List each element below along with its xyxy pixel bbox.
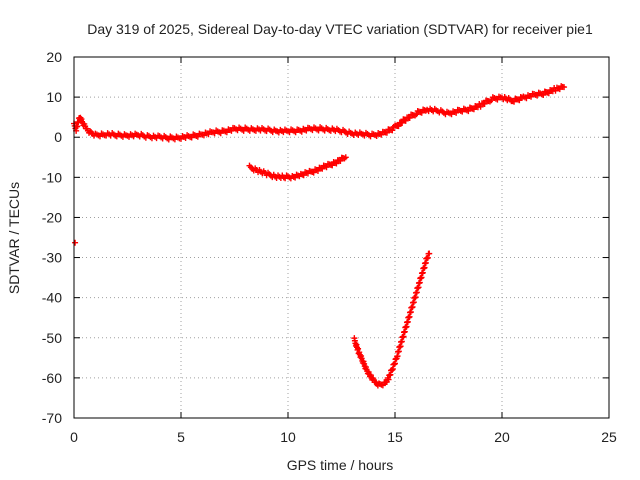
y-axis-label: SDTVAR / TECUs [6, 182, 22, 294]
data-point [367, 372, 374, 379]
data-point [194, 133, 201, 140]
series-isolated [72, 239, 79, 246]
grid-layer [74, 57, 609, 418]
data-point [72, 239, 79, 246]
y-tick-label: -20 [42, 209, 62, 225]
data-point [165, 136, 172, 143]
data-point [319, 165, 326, 172]
data-point [453, 109, 460, 116]
data-point [481, 100, 488, 107]
y-tick-label: -30 [42, 250, 62, 266]
data-point [540, 92, 547, 99]
data-point [310, 169, 317, 176]
x-tick-label: 25 [601, 429, 617, 445]
y-tick-label: -40 [42, 290, 62, 306]
axis-layer: 0 5 10 15 20 25 20 10 0 -10 -20 -30 -40 -50 -60 -70 [42, 49, 617, 445]
series-track-deep [351, 250, 433, 389]
data-point [379, 382, 386, 389]
data-point [494, 96, 501, 103]
data-point [342, 154, 349, 161]
data-point [228, 127, 235, 134]
x-tick-label: 5 [177, 429, 185, 445]
x-axis-label: GPS time / hours [287, 457, 394, 473]
data-point [383, 129, 390, 136]
data-point [389, 127, 396, 134]
y-tick-label: -70 [42, 410, 62, 426]
data-layer [71, 83, 568, 389]
y-tick-label: -60 [42, 370, 62, 386]
data-point [534, 92, 541, 99]
y-tick-label: -10 [42, 169, 62, 185]
data-point [488, 97, 495, 104]
x-tick-label: 0 [70, 429, 78, 445]
data-point [406, 115, 413, 122]
data-point [528, 93, 535, 100]
chart-title: Day 319 of 2025, Sidereal Day-to-day VTE… [87, 21, 593, 37]
plot-frame [73, 56, 610, 419]
data-point [477, 103, 484, 110]
data-point [424, 254, 431, 261]
data-point [459, 108, 466, 115]
data-point [465, 108, 472, 115]
data-point [188, 134, 195, 141]
data-point [240, 127, 247, 134]
data-point [223, 129, 230, 136]
data-point [561, 84, 568, 91]
y-tick-label: 10 [46, 89, 62, 105]
data-point [426, 250, 433, 257]
x-tick-label: 10 [280, 429, 296, 445]
data-point [523, 95, 530, 102]
y-tick-label: 20 [46, 49, 62, 65]
data-point [314, 167, 321, 174]
series-track-mid [246, 154, 349, 182]
y-tick-label: -50 [42, 330, 62, 346]
y-tick-label: 0 [54, 129, 62, 145]
data-point [399, 119, 406, 126]
x-tick-label: 20 [494, 429, 510, 445]
data-point [395, 123, 402, 130]
data-point [402, 117, 409, 124]
data-point [315, 127, 322, 134]
data-point [323, 164, 330, 171]
x-tick-label: 15 [387, 429, 403, 445]
data-point [448, 111, 455, 118]
series-track-main [71, 83, 568, 143]
